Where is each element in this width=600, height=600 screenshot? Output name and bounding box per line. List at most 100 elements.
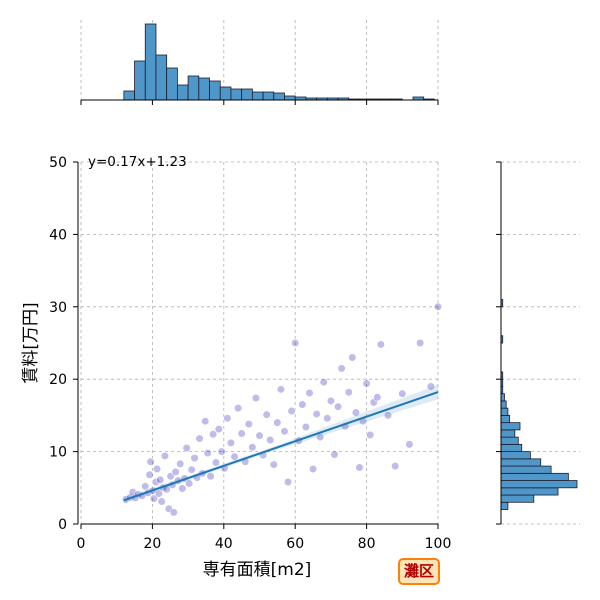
scatter-point — [154, 489, 163, 498]
scatter-point — [233, 404, 243, 413]
y-histogram-bar — [500, 472, 569, 481]
x-histogram-bar — [176, 84, 189, 101]
x-histogram-bar — [134, 60, 146, 101]
x-histogram-bar — [251, 91, 264, 101]
y-histogram-bar — [500, 487, 559, 496]
scatter-point — [195, 434, 204, 443]
scatter-point — [362, 379, 371, 388]
y-tick-label: 10 — [49, 445, 67, 461]
scatter-point — [283, 477, 293, 487]
y-histogram-bar — [500, 480, 578, 489]
scatter-point — [276, 385, 286, 394]
scatter-point — [312, 409, 321, 419]
scatter-point — [398, 389, 407, 398]
scatter-point — [176, 459, 185, 469]
scatter-point — [333, 402, 343, 411]
x-histogram-bar — [262, 91, 275, 101]
scatter-point — [237, 429, 246, 438]
y-histogram-bar — [500, 400, 507, 409]
y-tick-label: 40 — [49, 227, 67, 243]
y-histogram-bar — [500, 436, 519, 445]
x-histogram-bar — [241, 88, 253, 101]
scatter-point — [348, 353, 357, 362]
x-tick-label: 0 — [77, 536, 86, 552]
scatter-point — [145, 470, 154, 479]
y-histogram-bar — [500, 451, 531, 460]
x-histogram-bar — [144, 23, 157, 101]
scatter-panel: 0 20 40 60 80 100 0 10 20 30 40 50 y=0.17x+1.23 専有… — [21, 154, 451, 580]
regression-line — [123, 391, 439, 502]
x-tick-label: 20 — [143, 536, 161, 552]
x-axis-ticks: 0 20 40 60 80 100 — [77, 524, 452, 552]
scatter-point — [230, 452, 239, 461]
x-tick-label: 100 — [425, 536, 452, 552]
y-histogram-bar — [500, 465, 552, 474]
regression-equation: y=0.17x+1.23 — [88, 154, 187, 170]
scatter-point — [182, 443, 191, 453]
scatter-point — [157, 497, 166, 506]
x-tick-label: 80 — [358, 536, 376, 552]
scatter-point — [251, 393, 261, 403]
scatter-point — [326, 396, 336, 406]
scatter-point — [426, 382, 435, 391]
scatter-point — [416, 338, 425, 348]
scatter-point — [211, 458, 221, 467]
x-histogram-bar — [209, 80, 221, 101]
scatter-point — [301, 422, 311, 432]
y-histogram-bar — [500, 501, 509, 510]
scatter-point — [391, 461, 400, 471]
scatter-point — [330, 450, 339, 459]
scatter-point — [223, 414, 232, 423]
scatter-point — [280, 427, 289, 436]
x-tick-label: 40 — [215, 536, 233, 552]
scatter-point — [248, 443, 257, 452]
scatter-point — [337, 364, 346, 373]
top-histogram-bars — [123, 23, 435, 101]
scatter-point — [298, 400, 307, 409]
y-tick-label: 50 — [49, 155, 67, 171]
y-histogram-bar — [500, 429, 516, 438]
scatter-point — [203, 448, 212, 458]
scatter-points — [121, 302, 443, 517]
x-histogram-bar — [187, 75, 200, 101]
scatter-point — [217, 447, 226, 456]
x-histogram-bar — [155, 54, 168, 101]
scatter-point — [160, 451, 169, 461]
right-histogram-bars — [500, 299, 578, 510]
scatter-point — [287, 406, 296, 416]
scatter-point — [366, 430, 375, 440]
scatter-point — [305, 388, 314, 398]
scatter-point — [262, 410, 271, 419]
regression-layer — [123, 384, 439, 504]
scatter-point — [323, 414, 332, 423]
scatter-point — [244, 419, 253, 429]
y-histogram-bar — [500, 407, 509, 416]
scatter-point — [373, 393, 382, 402]
right-histogram-panel — [496, 161, 580, 525]
scatter-point — [169, 508, 178, 517]
top-histogram-panel — [80, 20, 439, 105]
scatter-point — [185, 479, 194, 488]
scatter-point — [405, 440, 414, 449]
x-histogram-bar — [219, 86, 232, 101]
y-histogram-bar — [500, 458, 542, 467]
scatter-point — [383, 411, 393, 420]
scatter-point — [151, 477, 161, 487]
y-histogram-bar — [500, 414, 511, 424]
scatter-point — [273, 418, 282, 427]
scatter-point — [187, 465, 196, 474]
scatter-point — [190, 454, 199, 463]
scatter-point — [355, 463, 364, 472]
scatter-point — [319, 377, 328, 387]
scatter-point — [149, 494, 158, 503]
scatter-point — [344, 388, 353, 397]
scatter-point — [255, 431, 264, 440]
top-histogram-ticks — [80, 100, 439, 105]
scatter-point — [208, 430, 218, 439]
regression-confidence-band — [123, 384, 438, 504]
scatter-point — [266, 435, 275, 445]
y-histogram-bar — [500, 393, 505, 402]
scatter-point — [351, 408, 360, 417]
x-histogram-bar — [198, 77, 210, 101]
y-histogram-bar — [500, 443, 523, 452]
